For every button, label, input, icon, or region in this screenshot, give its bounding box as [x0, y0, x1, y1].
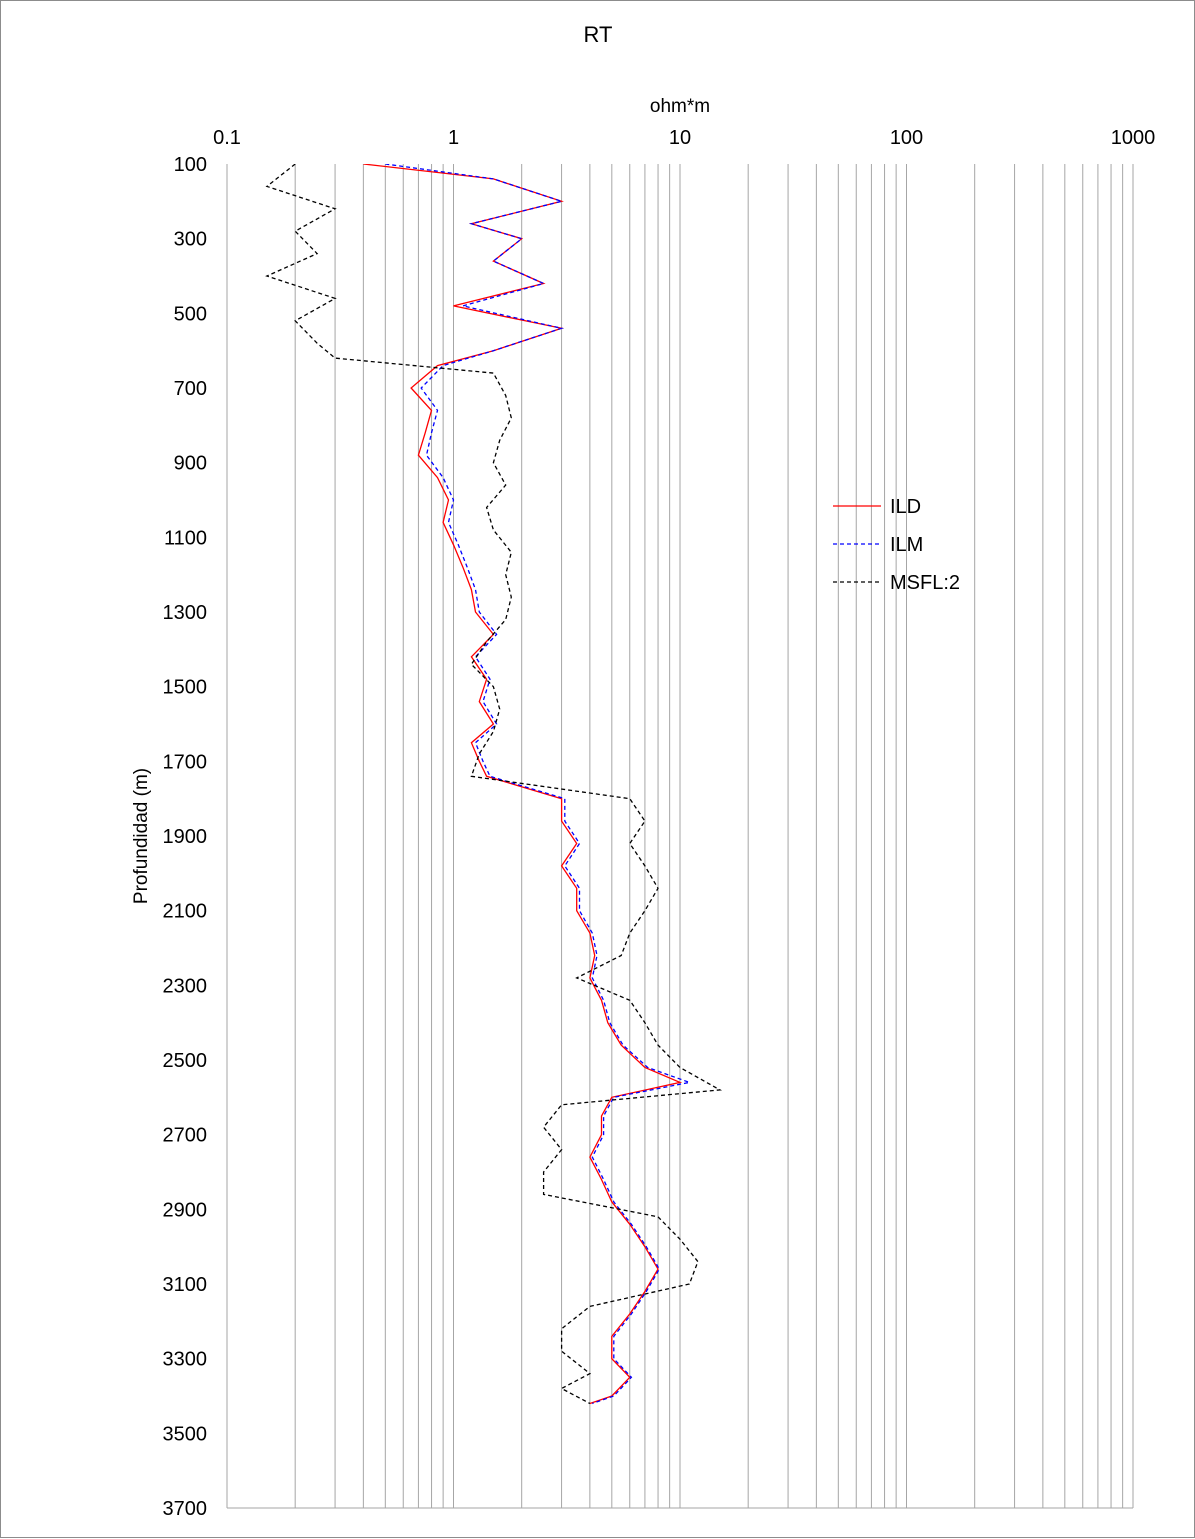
- x-tick-label: 0.1: [213, 127, 241, 149]
- y-tick-label: 1100: [164, 527, 207, 549]
- y-tick-label: 1900: [163, 826, 208, 848]
- y-tick-label: 700: [174, 378, 207, 400]
- series-line-ilm: [385, 164, 692, 1405]
- y-tick-label: 100: [174, 154, 207, 176]
- y-tick-label: 1500: [163, 677, 208, 699]
- y-tick-label: 2300: [163, 975, 208, 997]
- x-tick-label: 1: [448, 127, 459, 149]
- y-tick-label: 900: [174, 453, 207, 475]
- legend-label: ILD: [890, 496, 921, 518]
- y-tick-label: 1300: [163, 602, 208, 624]
- y-axis-ticks: 100 300 500 700 900 1100 1300 1500 1700 1900 2100 2…: [163, 154, 208, 1520]
- series-line-msfl-2: [265, 164, 723, 1405]
- x-axis-ticks: 0.1 1 10 100 1000: [213, 127, 1155, 149]
- y-tick-label: 1700: [163, 751, 208, 773]
- x-tick-label: 1000: [1111, 127, 1156, 149]
- y-tick-label: 3500: [163, 1423, 208, 1445]
- y-tick-label: 3700: [163, 1498, 208, 1520]
- series-line-ild: [363, 164, 683, 1405]
- y-tick-label: 500: [174, 303, 207, 325]
- y-tick-label: 3300: [163, 1349, 208, 1371]
- vertical-gridlines: [226, 164, 1134, 1509]
- legend-label: MSFL:2: [890, 572, 960, 594]
- y-tick-label: 2900: [163, 1199, 208, 1221]
- legend-label: ILM: [890, 534, 923, 556]
- y-tick-label: 3100: [163, 1274, 208, 1296]
- y-tick-label: 2100: [163, 901, 208, 923]
- log-curves: [265, 164, 723, 1405]
- y-tick-label: 300: [174, 229, 207, 251]
- y-axis-label: Profundidad (m): [131, 768, 152, 904]
- legend: ILD ILM MSFL:2: [833, 496, 960, 594]
- y-tick-label: 2700: [163, 1125, 208, 1147]
- chart-title: RT: [584, 22, 613, 47]
- x-tick-label: 100: [890, 127, 923, 149]
- x-axis-label: ohm*m: [650, 96, 710, 117]
- y-tick-label: 2500: [163, 1050, 208, 1072]
- x-tick-label: 10: [669, 127, 691, 149]
